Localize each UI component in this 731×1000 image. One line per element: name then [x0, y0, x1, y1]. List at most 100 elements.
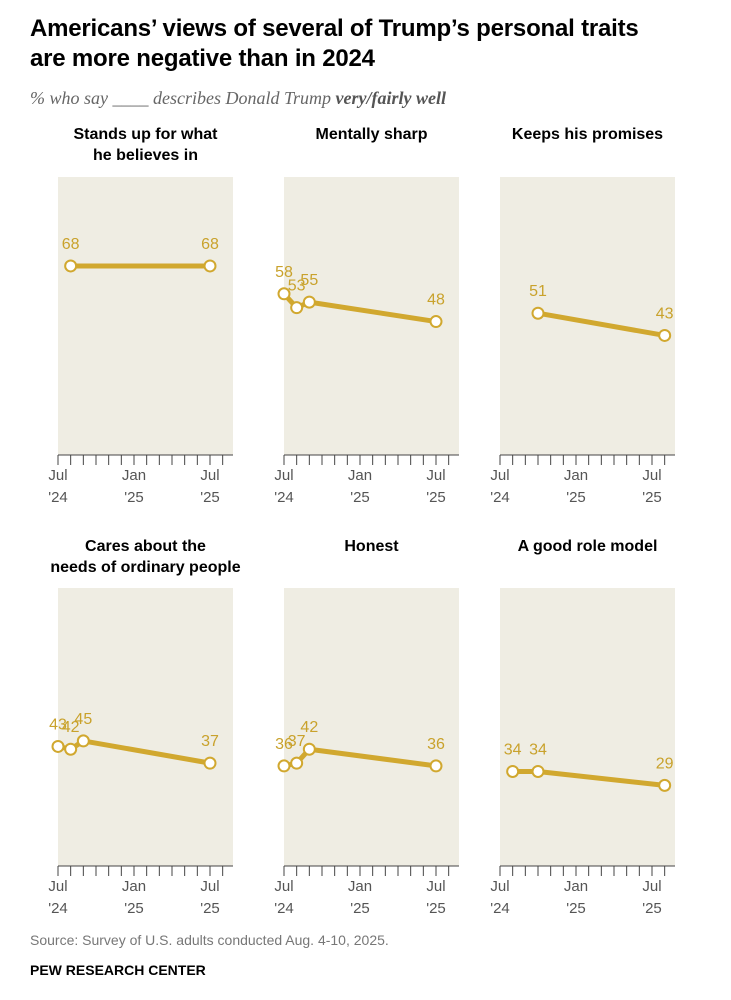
x-tick-label: '25 [566, 489, 586, 506]
panel-title-line: Stands up for what [73, 126, 218, 143]
panel-title: Mentally sharp [272, 124, 472, 145]
brand-logo-text: PEW RESEARCH CENTER [30, 962, 206, 978]
chart-title: Americans’ views of several of Trump’s p… [30, 14, 720, 74]
x-tick-label: '25 [566, 900, 586, 917]
x-tick-label: Jan [564, 878, 588, 895]
data-label: 29 [656, 755, 674, 772]
line-chart-panel: Jul '24 Jan '25 Jul '25 34 34 29 [490, 588, 675, 917]
x-tick-label: '24 [274, 900, 294, 917]
series-line [281, 291, 439, 325]
data-label: 42 [300, 719, 318, 736]
panel-title-line: he believes in [93, 147, 198, 164]
panel-title-line: Keeps his promises [511, 126, 664, 143]
x-tick-label: Jul [48, 878, 67, 895]
panel-title-line: needs of ordinary people [50, 559, 241, 576]
data-point [302, 742, 316, 756]
x-tick-label: '25 [350, 489, 370, 506]
data-point [203, 756, 217, 770]
x-tick-label: Jul [490, 878, 509, 895]
data-point [203, 259, 217, 273]
data-label: 36 [275, 736, 293, 753]
x-tick-label: Jul [274, 467, 293, 484]
plot-background [58, 177, 233, 455]
line-chart-panel: Jul '24 Jan '25 Jul '25 68 68 [48, 177, 233, 506]
x-tick-label: Jul [426, 878, 445, 895]
data-point [290, 301, 304, 315]
data-label: 45 [74, 711, 92, 728]
plot-background [58, 588, 233, 866]
chart-subtitle: % who say ____ describes Donald Trump ve… [30, 88, 720, 109]
x-tick-label: Jul [200, 467, 219, 484]
x-tick-label: Jul [642, 467, 661, 484]
panel-title: Keeps his promises [488, 124, 688, 145]
x-tick-label: '25 [200, 489, 220, 506]
panel-title: Stands up for what he believes in [46, 124, 246, 166]
data-label: 53 [288, 278, 306, 295]
data-label: 37 [201, 733, 219, 750]
x-tick-label: '24 [274, 489, 294, 506]
panel-title-line: Mentally sharp [315, 126, 428, 143]
data-point [64, 259, 78, 273]
data-point [531, 764, 545, 778]
x-tick-label: Jul [274, 878, 293, 895]
data-label: 68 [62, 236, 80, 253]
x-tick-label: '25 [642, 489, 662, 506]
data-label: 51 [529, 283, 547, 300]
x-tick-label: Jul [642, 878, 661, 895]
x-tick-label: Jan [348, 467, 372, 484]
data-point [531, 306, 545, 320]
plot-background [284, 177, 459, 455]
x-tick-label: '25 [642, 900, 662, 917]
x-tick-label: '25 [426, 489, 446, 506]
x-tick-label: Jan [564, 467, 588, 484]
x-tick-label: Jul [48, 467, 67, 484]
data-point [429, 315, 443, 329]
panel-title: A good role model [488, 536, 688, 557]
x-tick-label: '24 [490, 900, 510, 917]
data-point [64, 742, 78, 756]
data-point [302, 295, 316, 309]
plot-background [500, 177, 675, 455]
x-tick-label: Jul [200, 878, 219, 895]
x-tick-label: '25 [426, 900, 446, 917]
panel-title-line: Cares about the [85, 538, 206, 555]
x-tick-label: Jul [426, 467, 445, 484]
data-point [51, 739, 65, 753]
data-label: 58 [275, 264, 293, 281]
data-label: 36 [427, 736, 445, 753]
data-label: 34 [504, 741, 522, 758]
x-tick-label: '24 [490, 489, 510, 506]
data-label: 42 [62, 719, 80, 736]
data-label: 68 [201, 236, 219, 253]
data-point [429, 759, 443, 773]
subtitle-emphasis: very/fairly well [335, 88, 446, 108]
data-point [658, 778, 672, 792]
chart-title-line-1: Americans’ views of several of Trump’s p… [30, 15, 639, 42]
x-tick-label: Jul [490, 467, 509, 484]
chart-title-line-2: are more negative than in 2024 [30, 45, 375, 72]
panel-title: Cares about the needs of ordinary people [46, 536, 246, 578]
data-point [277, 287, 291, 301]
x-tick-label: Jan [122, 878, 146, 895]
data-point [277, 759, 291, 773]
data-label: 43 [656, 305, 674, 322]
data-label: 55 [300, 272, 318, 289]
data-label: 43 [49, 716, 67, 733]
x-tick-label: '25 [124, 900, 144, 917]
x-tick-label: '25 [200, 900, 220, 917]
data-point [658, 328, 672, 342]
x-tick-label: '25 [350, 900, 370, 917]
panel-title-line: Honest [344, 538, 399, 555]
x-tick-label: Jan [122, 467, 146, 484]
series-line [535, 310, 668, 338]
data-point [506, 764, 520, 778]
x-tick-label: Jan [348, 878, 372, 895]
plot-background [500, 588, 675, 866]
panel-title-line: A good role model [517, 538, 658, 555]
line-chart-panel: Jul '24 Jan '25 Jul '25 51 43 [490, 177, 675, 506]
data-label: 34 [529, 741, 547, 758]
